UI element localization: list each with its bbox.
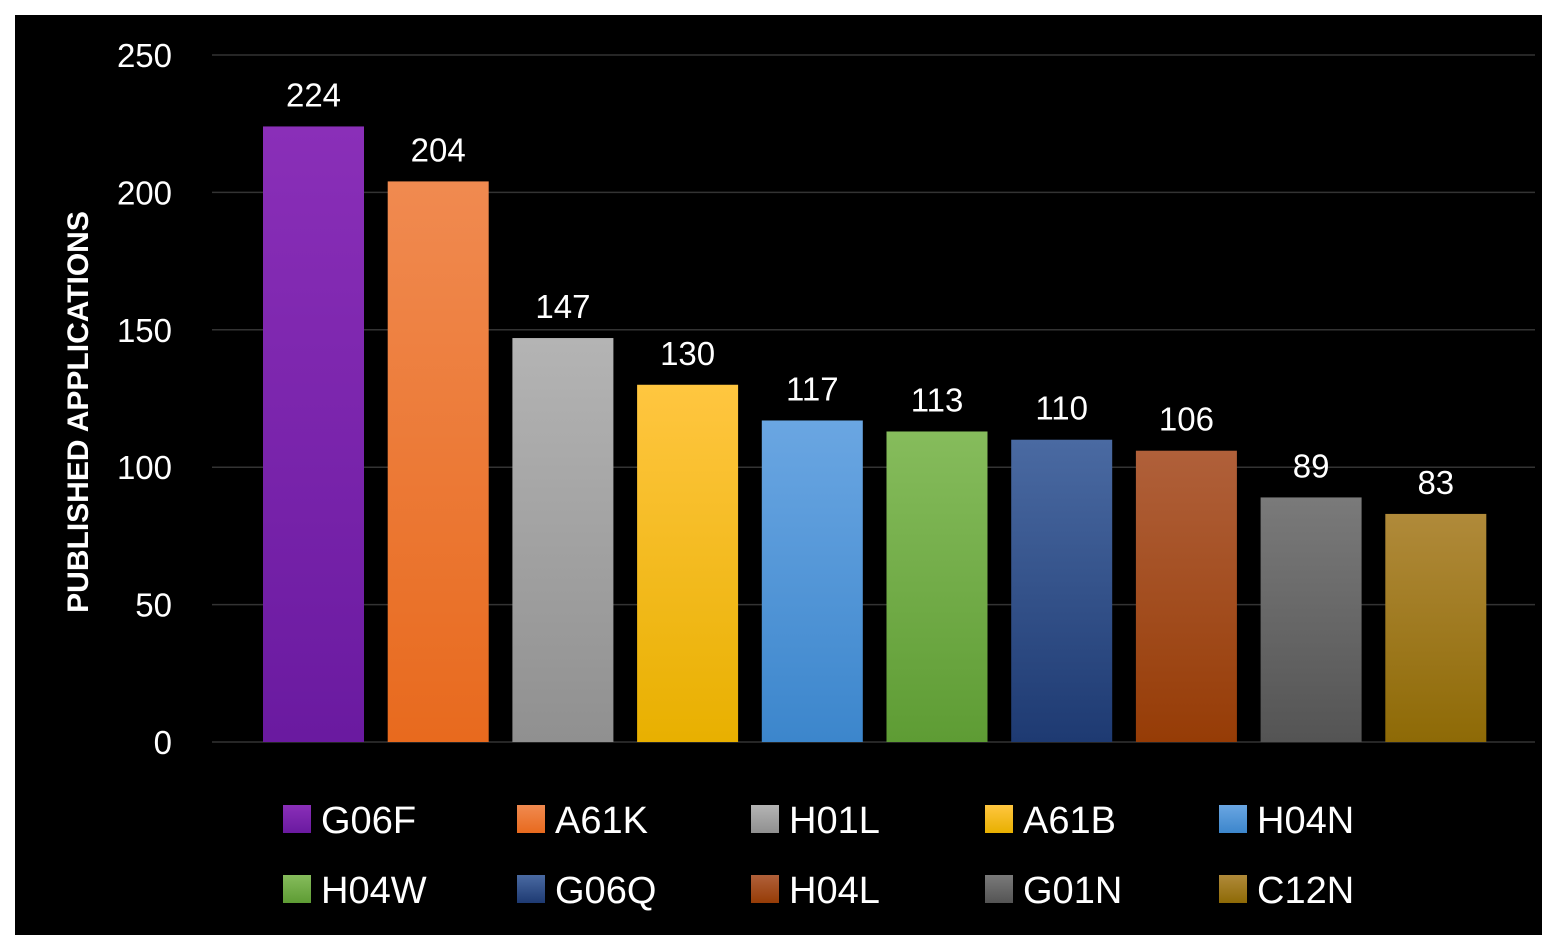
data-label: 130 bbox=[660, 335, 715, 372]
legend-swatch bbox=[517, 875, 545, 903]
y-tick-label: 200 bbox=[117, 174, 172, 211]
data-label: 89 bbox=[1293, 447, 1330, 484]
legend-label: G01N bbox=[1023, 870, 1122, 912]
bar-g06f bbox=[263, 126, 364, 742]
data-label: 113 bbox=[911, 381, 964, 418]
data-label: 204 bbox=[411, 131, 466, 168]
bar-a61b bbox=[637, 384, 739, 742]
y-axis-title: PUBLISHED APPLICATIONS bbox=[62, 211, 95, 613]
legend-item-h01l: H01L bbox=[751, 800, 880, 842]
data-label: 224 bbox=[286, 76, 341, 113]
legend-label: H04W bbox=[321, 870, 427, 912]
bar-h01l bbox=[512, 338, 614, 742]
legend-item-g06q: G06Q bbox=[517, 870, 656, 912]
legend-item-h04l: H04L bbox=[751, 870, 880, 912]
y-tick-label: 50 bbox=[135, 587, 172, 624]
legend-swatch bbox=[517, 805, 545, 833]
legend-item-a61k: A61K bbox=[517, 800, 648, 842]
legend-item-h04w: H04W bbox=[283, 870, 427, 912]
data-label: 110 bbox=[1035, 390, 1088, 427]
legend-label: C12N bbox=[1257, 870, 1354, 912]
legend-label: H01L bbox=[789, 800, 880, 842]
legend-swatch bbox=[283, 805, 311, 833]
legend-swatch bbox=[751, 805, 779, 833]
y-axis-ticks: 0 50 100 150 200 250 bbox=[117, 37, 172, 761]
legend-swatch bbox=[985, 805, 1013, 833]
legend-item-g06f: G06F bbox=[283, 800, 416, 842]
data-label: 147 bbox=[535, 288, 590, 325]
legend-label: A61B bbox=[1023, 800, 1116, 842]
legend-swatch bbox=[1219, 875, 1247, 903]
legend-swatch bbox=[751, 875, 779, 903]
data-label: 117 bbox=[786, 370, 839, 407]
legend-swatch bbox=[283, 875, 311, 903]
legend-label: H04L bbox=[789, 870, 880, 912]
bar-chart: 0 50 100 150 200 250 PUBLISHED APPLICATIONS 2… bbox=[62, 37, 1535, 912]
bars bbox=[263, 126, 1487, 742]
bar-a61k bbox=[387, 181, 489, 742]
legend-label: G06Q bbox=[555, 870, 656, 912]
bar-g01n bbox=[1260, 497, 1362, 742]
bar-g06q bbox=[1011, 439, 1113, 742]
legend-label: A61K bbox=[555, 800, 648, 842]
chart-container: 0 50 100 150 200 250 PUBLISHED APPLICATIONS 2… bbox=[15, 15, 1542, 935]
legend: G06F A61K H01L A61B H04N H04W G06Q H04L G01N C12N bbox=[283, 800, 1354, 912]
y-tick-label: 100 bbox=[117, 449, 172, 486]
bar-c12n bbox=[1385, 513, 1487, 742]
y-tick-label: 150 bbox=[117, 312, 172, 349]
legend-label: H04N bbox=[1257, 800, 1354, 842]
legend-item-c12n: C12N bbox=[1219, 870, 1354, 912]
legend-item-a61b: A61B bbox=[985, 800, 1116, 842]
data-labels: 224 204 147 130 117 113 110 106 89 83 bbox=[286, 76, 1454, 500]
bar-h04w bbox=[886, 431, 988, 742]
data-label: 83 bbox=[1417, 464, 1454, 501]
legend-label: G06F bbox=[321, 800, 416, 842]
y-tick-label: 250 bbox=[117, 37, 172, 74]
legend-item-g01n: G01N bbox=[985, 870, 1122, 912]
bar-h04n bbox=[761, 420, 863, 742]
bar-h04l bbox=[1135, 450, 1237, 742]
legend-swatch bbox=[985, 875, 1013, 903]
legend-swatch bbox=[1219, 805, 1247, 833]
legend-item-h04n: H04N bbox=[1219, 800, 1354, 842]
data-label: 106 bbox=[1159, 401, 1214, 438]
y-tick-label: 0 bbox=[154, 724, 172, 761]
